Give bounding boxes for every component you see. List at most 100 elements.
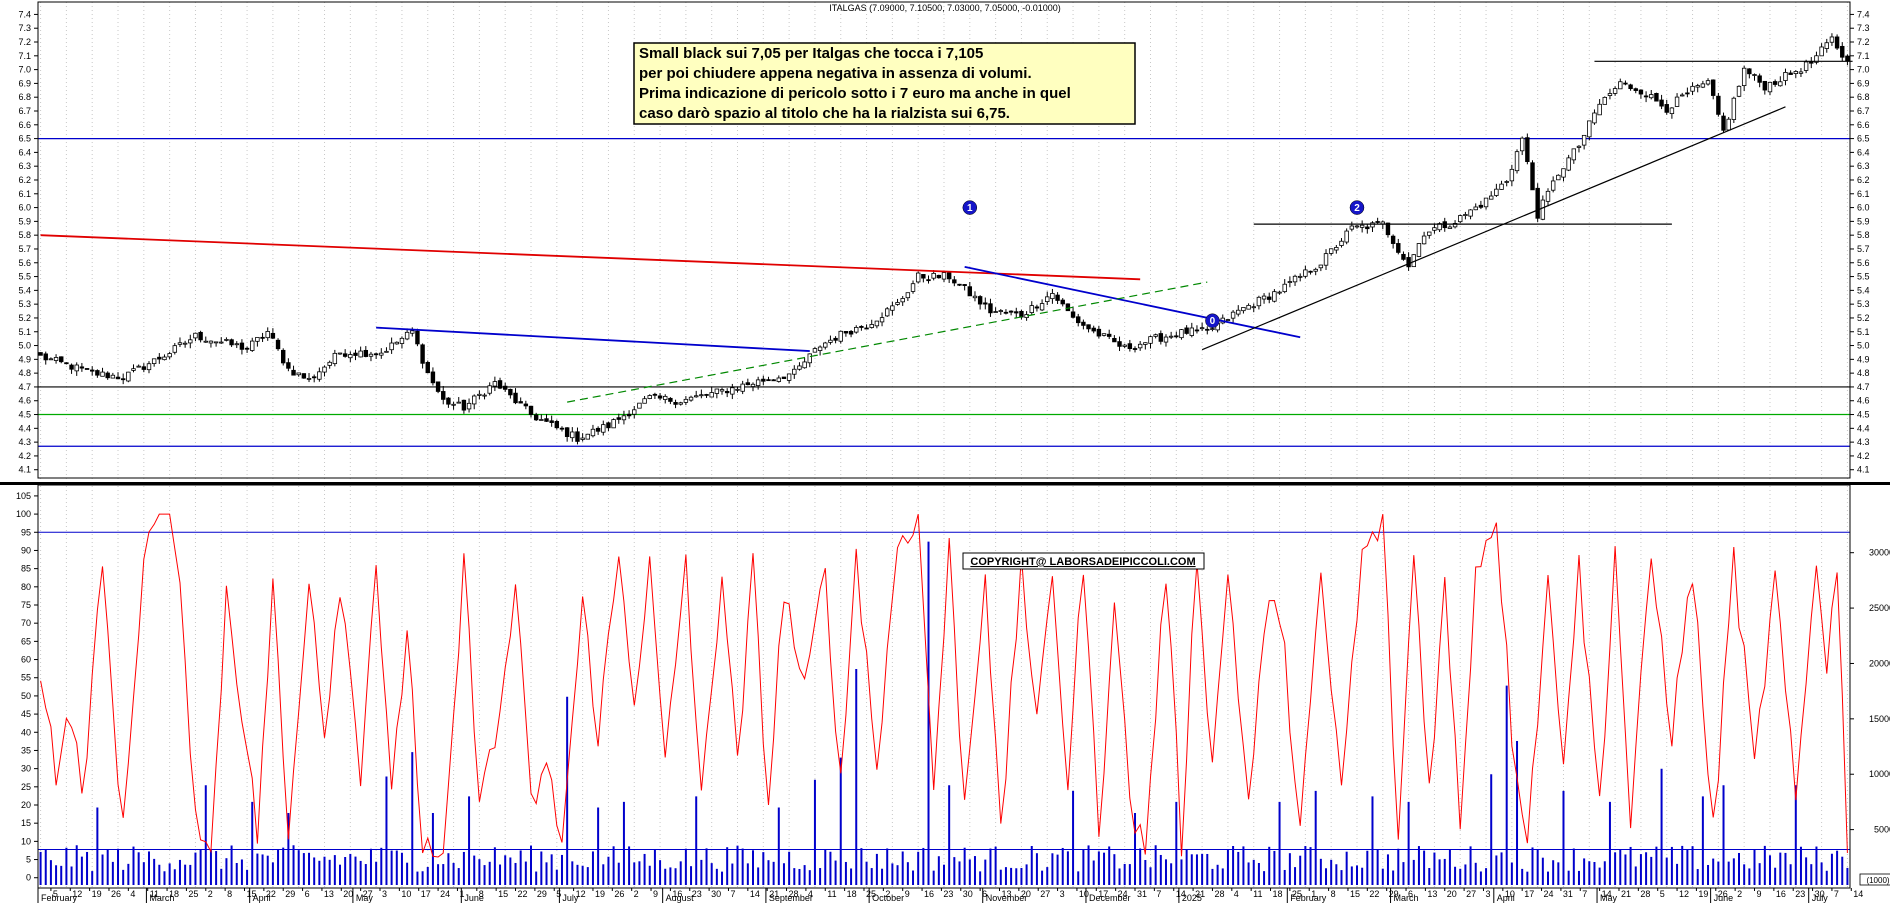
candle-body [637, 402, 642, 409]
candle-body [585, 433, 591, 440]
candle-body [358, 350, 363, 358]
price-axis-label-right: 6.7 [1857, 106, 1870, 116]
price-axis-label-left: 6.7 [18, 106, 31, 116]
candle-body [611, 419, 616, 429]
candle-body [1143, 342, 1148, 345]
candle-body [1612, 88, 1618, 94]
candle-body [946, 272, 952, 280]
candle-body [1349, 225, 1355, 230]
candle-body [430, 371, 436, 384]
x-day-label: 22 [1369, 889, 1379, 899]
candle-body [580, 437, 585, 440]
candle-body [1106, 333, 1112, 337]
x-day-label: 27 [363, 889, 373, 899]
price-axis-label-left: 7.2 [18, 37, 31, 47]
x-day-label: 20 [1447, 889, 1457, 899]
oscillator-axis-label: 35 [21, 745, 31, 755]
candle-body [1762, 80, 1768, 91]
x-day-label: 22 [518, 889, 528, 899]
oscillator-line [40, 513, 1848, 858]
candle-body [900, 298, 905, 303]
candle-body [317, 371, 322, 380]
candle-body [1308, 270, 1313, 273]
candle-body [714, 388, 720, 394]
candle-body [441, 391, 446, 400]
oscillator-axis-label: 50 [21, 691, 31, 701]
candle-body [1344, 230, 1349, 243]
candle-body [885, 308, 890, 317]
candle-body [730, 387, 735, 395]
oscillator-axis-label: 65 [21, 636, 31, 646]
candle-body [719, 389, 725, 392]
x-day-label: 24 [440, 889, 450, 899]
x-day-label: 29 [1389, 889, 1399, 899]
price-axis-label-right: 6.2 [1857, 175, 1870, 185]
candle-body [487, 385, 492, 394]
candle-body [1690, 85, 1695, 92]
x-day-label: 16 [1776, 889, 1786, 899]
candle-body [1060, 299, 1065, 305]
wave-marker [1205, 313, 1220, 328]
price-axis-label-right: 7.3 [1857, 23, 1870, 33]
oscillator-axis-label: 100 [16, 509, 31, 519]
wave-marker-label: 1 [967, 203, 973, 214]
candle-body [802, 361, 807, 369]
candle-body [1256, 296, 1262, 307]
x-day-label: 26 [614, 889, 624, 899]
candle-body [704, 394, 709, 396]
x-day-label: 28 [1640, 889, 1650, 899]
price-axis-label-right: 6.8 [1857, 92, 1870, 102]
candle-body [311, 376, 317, 379]
x-month-label: November [986, 893, 1028, 903]
x-day-label: 5 [556, 889, 561, 899]
candle-body [1132, 348, 1138, 350]
x-day-label: 2 [634, 889, 639, 899]
candle-body [1525, 137, 1530, 163]
price-axis-label-right: 4.9 [1857, 354, 1870, 364]
candle-body [724, 390, 730, 394]
x-day-label: 11 [1253, 889, 1262, 899]
candle-body [275, 339, 281, 350]
candle-body [998, 310, 1003, 312]
candle-body [523, 403, 529, 407]
candle-body [1282, 283, 1287, 293]
candle-body [1509, 168, 1515, 182]
candle-body [167, 353, 172, 358]
oscillator-series [38, 513, 1850, 858]
candle-body [1576, 145, 1582, 148]
x-day-label: 9 [653, 889, 658, 899]
candle-body [208, 340, 214, 344]
candle-body [993, 311, 998, 313]
candle-body [678, 402, 683, 405]
candle-body [79, 366, 85, 369]
candle-body [921, 274, 926, 279]
x-day-label: 14 [1602, 889, 1612, 899]
candle-body [1045, 296, 1050, 303]
candle-body [182, 342, 188, 345]
x-day-label: 3 [1485, 889, 1490, 899]
candle-body [962, 284, 967, 286]
x-day-label: 5 [1660, 889, 1665, 899]
candle-body [549, 420, 554, 423]
x-month-label: March [1394, 893, 1419, 903]
candle-body [1726, 118, 1731, 131]
price-axis-label-left: 4.9 [18, 354, 31, 364]
candle-body [1137, 343, 1143, 349]
x-day-label: 26 [1718, 889, 1728, 899]
candle-body [750, 383, 756, 387]
candle-body [420, 344, 425, 364]
candle-body [1499, 183, 1504, 190]
price-axis-label-left: 5.0 [18, 341, 31, 351]
candle-body [353, 352, 358, 356]
candle-body [792, 368, 797, 375]
x-day-label: 18 [1273, 889, 1283, 899]
price-axis-label-right: 5.8 [1857, 230, 1870, 240]
x-month-label: June [1714, 893, 1734, 903]
candle-body [281, 349, 286, 364]
candle-body [601, 424, 606, 433]
wave-marker-label: 0 [1210, 316, 1216, 327]
candle-body [740, 383, 745, 392]
x-month-label: February [1290, 893, 1327, 903]
candle-body [255, 336, 260, 342]
